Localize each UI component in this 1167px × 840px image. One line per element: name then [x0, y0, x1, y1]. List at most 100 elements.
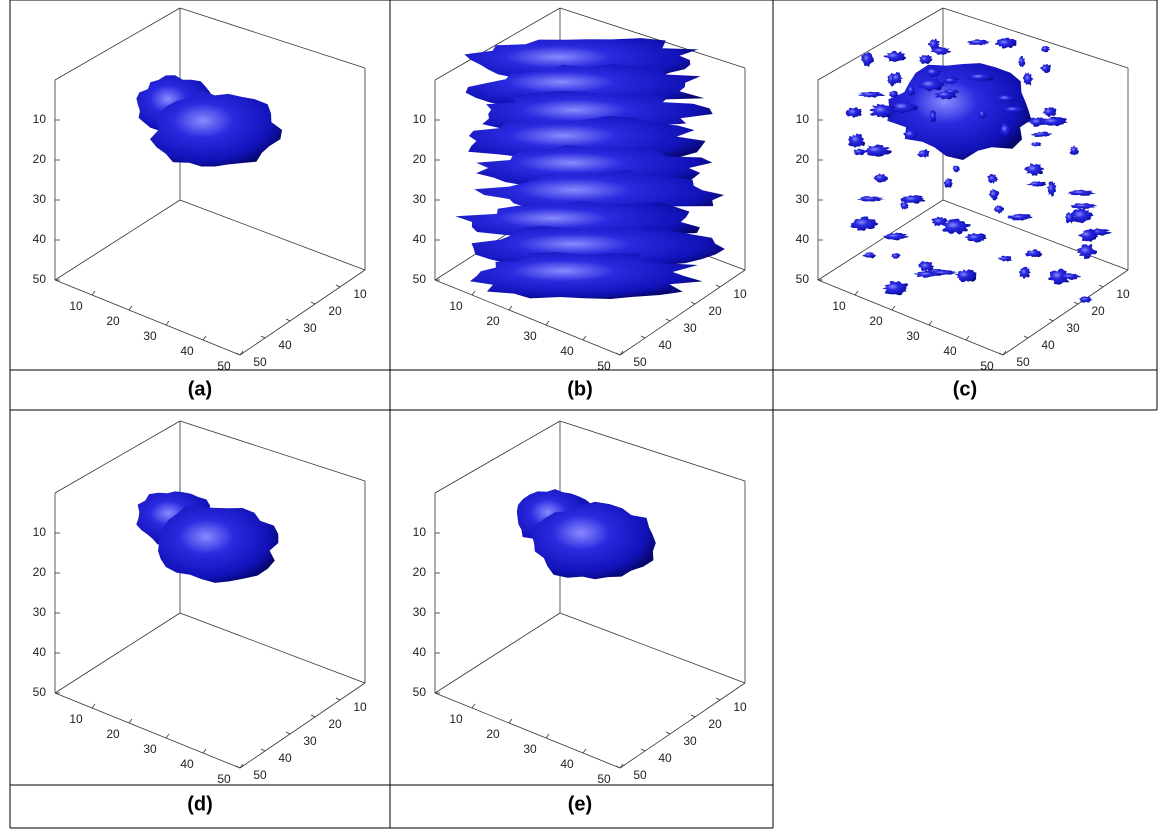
axis-edge	[54, 612, 181, 694]
tick	[1048, 318, 1054, 322]
x-tick-label: 20	[486, 727, 500, 741]
y-tick-label: 50	[253, 355, 267, 369]
x-tick-label: 40	[560, 757, 574, 771]
isosurface	[1040, 64, 1051, 74]
z-tick-label: 30	[33, 192, 47, 206]
tick	[128, 305, 133, 311]
tick	[545, 733, 550, 739]
caption: (e)	[568, 793, 592, 815]
z-tick-label: 40	[33, 645, 47, 659]
isosurface	[1070, 208, 1094, 224]
y-tick-label: 30	[683, 734, 697, 748]
z-tick-label: 30	[33, 605, 47, 619]
x-tick-label: 50	[217, 772, 231, 786]
tick	[619, 763, 624, 769]
tick	[715, 284, 721, 288]
tick	[91, 703, 96, 709]
z-tick-label: 20	[33, 565, 47, 579]
axis-edge	[54, 692, 241, 769]
x-tick-label: 50	[597, 772, 611, 786]
tick	[619, 350, 624, 356]
isosurface	[916, 149, 930, 159]
isosurface	[150, 89, 283, 167]
x-tick-label: 40	[180, 757, 194, 771]
isosurface	[883, 232, 909, 241]
tick	[285, 318, 291, 322]
isosurface	[903, 129, 918, 140]
y-tick-label: 50	[633, 355, 647, 369]
plot-panel: 10 20 30 40 50 10 20 30 40 50 10 20 30 40 50	[413, 7, 747, 373]
plot-panel: 10 20 30 40 50 10 20 30 40 50 10 20 30 40 50	[33, 420, 367, 786]
axis-edge	[239, 682, 366, 769]
tick	[285, 731, 291, 735]
x-tick-label: 10	[69, 712, 83, 726]
x-tick-label: 10	[69, 299, 83, 313]
y-tick-label: 20	[328, 717, 342, 731]
axis-edge	[817, 7, 944, 81]
isosurface	[469, 252, 703, 299]
isosurface	[1019, 266, 1031, 279]
tick	[665, 731, 671, 735]
x-tick-label: 20	[106, 314, 120, 328]
isosurface	[917, 78, 945, 92]
y-tick-label: 10	[1116, 287, 1130, 301]
isosurface	[861, 52, 874, 67]
isosurface	[1026, 181, 1046, 187]
isosurface	[952, 165, 960, 173]
x-tick-label: 40	[180, 344, 194, 358]
isosurface	[889, 90, 899, 98]
axis-edge	[179, 7, 366, 69]
isosurface	[918, 54, 933, 64]
axis-edge	[559, 420, 746, 482]
y-tick-label: 10	[733, 700, 747, 714]
z-tick-label: 10	[796, 112, 810, 126]
isosurface	[1023, 72, 1034, 86]
isosurface	[900, 202, 909, 210]
isosurface	[1077, 228, 1099, 242]
isosurface	[890, 71, 904, 85]
x-tick-label: 30	[523, 329, 537, 343]
z-tick-label: 40	[33, 232, 47, 246]
x-tick-label: 20	[106, 727, 120, 741]
tick	[1073, 301, 1079, 305]
isosurface	[930, 46, 952, 55]
tick	[615, 765, 621, 769]
isosurface	[934, 90, 957, 100]
tick	[508, 718, 513, 724]
tick	[335, 284, 341, 288]
isosurface	[869, 103, 896, 118]
caption: (a)	[188, 378, 212, 400]
y-tick-label: 40	[658, 338, 672, 352]
tick	[91, 290, 96, 296]
isosurface	[993, 204, 1005, 214]
z-tick-label: 10	[413, 112, 427, 126]
y-tick-label: 30	[683, 321, 697, 335]
tick	[239, 350, 244, 356]
axis-edge	[179, 612, 366, 684]
tick	[260, 335, 266, 339]
tick	[128, 718, 133, 724]
z-tick-label: 10	[33, 112, 47, 126]
isosurface	[964, 232, 987, 243]
tick	[928, 320, 933, 326]
isosurface	[1046, 181, 1057, 197]
isosurface	[929, 270, 958, 275]
z-tick-label: 20	[796, 152, 810, 166]
isosurface	[929, 110, 937, 122]
tick	[335, 697, 341, 701]
isosurface	[1076, 243, 1098, 260]
x-tick-label: 50	[980, 359, 994, 373]
y-tick-label: 30	[303, 734, 317, 748]
isosurface	[531, 501, 656, 580]
tick	[235, 352, 241, 356]
tick	[471, 290, 476, 296]
tick	[998, 352, 1004, 356]
tick	[891, 305, 896, 311]
x-tick-label: 30	[143, 329, 157, 343]
x-tick-label: 10	[832, 299, 846, 313]
z-tick-label: 30	[413, 192, 427, 206]
isosurface	[873, 173, 889, 183]
tick	[582, 335, 587, 341]
plot-panel: 10 20 30 40 50 10 20 30 40 50 10 20 30 40 50	[33, 7, 367, 373]
isosurface	[850, 216, 879, 231]
